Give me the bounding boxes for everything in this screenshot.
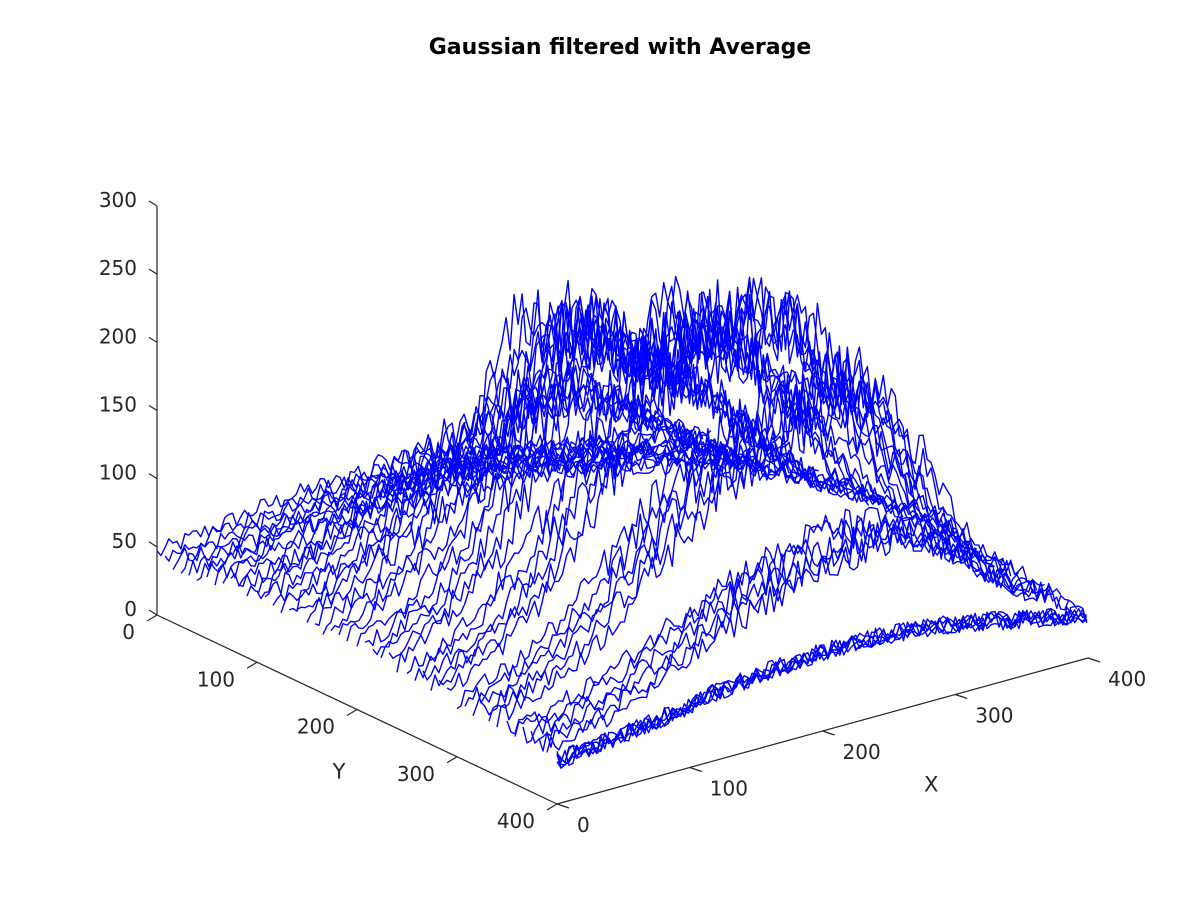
- series-line-y400-0: [556, 609, 1088, 763]
- z-tick-label: 150: [99, 393, 137, 417]
- y-tick-mark: [446, 756, 458, 764]
- x-tick-label: 400: [1108, 667, 1146, 691]
- y-axis-label: Y: [332, 759, 346, 783]
- chart-title: Gaussian filtered with Average: [429, 35, 812, 60]
- y-tick-mark: [346, 708, 358, 717]
- series-line-y300-4: [488, 346, 1019, 722]
- y-tick-label: 200: [297, 715, 335, 739]
- z-tick-mark: [148, 541, 158, 548]
- z-tick-label: 0: [124, 597, 137, 621]
- series-line-y350-4: [538, 519, 1070, 752]
- series-line-y150-5: [346, 308, 878, 642]
- series-line-y300-2: [472, 346, 1004, 716]
- y-tick-label: 100: [197, 667, 235, 691]
- x-tick-label: 0: [577, 813, 590, 837]
- x-tick-mark: [822, 730, 835, 736]
- series-line-y200-5: [396, 299, 928, 673]
- y-tick-mark: [146, 614, 158, 622]
- y-tick-label: 300: [397, 762, 435, 786]
- ticks-layer: 0 50 100 150 200 250 300 0 100 200 300 400 0 100 200 30…: [99, 188, 1146, 837]
- y-tick-mark: [246, 661, 258, 669]
- y-tick-mark: [546, 803, 558, 811]
- series-line-y250-3: [430, 279, 962, 691]
- x-tick-label: 100: [710, 777, 748, 801]
- series-line-y0-5: [196, 438, 727, 582]
- z-tick-label: 50: [112, 529, 137, 553]
- series-line-y0-3: [180, 430, 712, 574]
- series-line-y250-2: [422, 286, 954, 681]
- x-tick-mark: [689, 766, 702, 773]
- z-tick-mark: [148, 336, 158, 343]
- series-line-y350-3: [530, 520, 1062, 744]
- series-layer: [156, 275, 1088, 769]
- y-tick-label: 0: [122, 620, 135, 644]
- x-tick-label: 200: [843, 740, 881, 764]
- series-line-y350-5: [546, 526, 1078, 753]
- z-tick-label: 250: [99, 256, 137, 280]
- series-line-y50-5: [246, 456, 777, 597]
- series-line-y300-5: [496, 365, 1028, 728]
- series-line-y300-0: [456, 349, 988, 710]
- z-tick-mark: [148, 609, 158, 616]
- x-tick-mark: [955, 693, 968, 700]
- series-line-y250-4: [438, 291, 969, 686]
- x-axis-label: X: [924, 772, 938, 796]
- series-line-y400-5: [556, 608, 1088, 766]
- series-line-y100-5: [296, 382, 828, 611]
- z-tick-mark: [148, 268, 158, 275]
- series-line-y300-3: [480, 348, 1012, 716]
- series-line-y150-2: [322, 289, 853, 635]
- x-tick-mark: [556, 803, 570, 809]
- series-line-y100-2: [272, 374, 804, 606]
- z-tick-label: 300: [99, 188, 137, 212]
- x-tick-mark: [1087, 657, 1101, 663]
- series-line-y50-1: [214, 441, 745, 586]
- z-tick-mark: [148, 404, 158, 412]
- z-tick-mark: [148, 473, 158, 480]
- series-line-y400-3: [556, 606, 1088, 766]
- x-tick-label: 300: [975, 704, 1013, 728]
- y-tick-label: 400: [497, 809, 535, 833]
- z-tick-mark: [148, 200, 158, 207]
- z-tick-label: 200: [99, 324, 137, 348]
- series-line-y400-1: [556, 605, 1088, 769]
- z-tick-label: 100: [99, 461, 137, 485]
- series-line-y400-4: [556, 607, 1088, 764]
- series-line-y250-5: [446, 286, 978, 691]
